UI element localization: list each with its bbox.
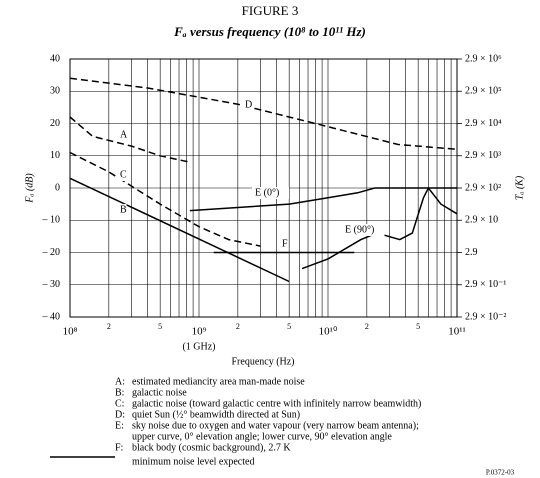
series-line: [301, 186, 458, 270]
series-line: [69, 116, 191, 163]
y-axis-label: Fₐ (dB): [24, 173, 35, 204]
curve-label-bg: [117, 169, 127, 181]
curve-label: E (0°): [255, 187, 279, 198]
x-tick-label: 5: [158, 322, 162, 331]
y-tick-label: – 10: [42, 215, 61, 226]
y2-tick-label: 2.9 × 10⁻²: [465, 311, 506, 322]
x-tick-label: 2: [107, 322, 111, 331]
note-text: black body (cosmic background), 2.7 K: [132, 442, 291, 453]
series-line: [189, 187, 457, 212]
x-tick-label: 10¹⁰: [319, 326, 338, 338]
curve-label-bg: [117, 129, 127, 141]
x-tick-label: 2: [236, 322, 240, 331]
note-key: F:: [115, 442, 123, 453]
note-key: D:: [115, 409, 125, 420]
series-line: [69, 177, 290, 283]
x-tick-label: 10⁹: [192, 326, 207, 338]
curve-label: A: [120, 129, 128, 140]
series-line: [69, 77, 458, 151]
chart-title: FIGURE 3: [242, 3, 299, 18]
note-text: galactic noise (toward galactic centre w…: [132, 398, 421, 409]
curve-label-bg: [242, 99, 252, 111]
y2-tick-label: 2.9 × 10²: [465, 182, 501, 193]
curve-label-bg: [117, 204, 127, 216]
note-text: sky noise due to oxygen and water vapour…: [132, 420, 419, 431]
y-tick-label: – 30: [42, 279, 61, 290]
y-tick-label: 20: [50, 118, 60, 129]
note-key: E:: [115, 420, 124, 431]
y-tick-label: – 20: [42, 247, 61, 258]
y2-tick-label: 2.9 × 10⁶: [465, 53, 502, 64]
x-tick-label: 5: [416, 322, 420, 331]
series-line: [69, 151, 261, 247]
note-text: estimated mediancity area man-made noise: [132, 376, 305, 387]
curve-label-bg: [252, 187, 289, 199]
x-tick-label: 5: [287, 322, 291, 331]
y2-tick-label: 2.9 × 10⁻¹: [465, 279, 506, 290]
x-axis-label: Frequency (Hz): [231, 356, 294, 367]
curve-label: D: [245, 99, 252, 110]
note-text: upper curve, 0° elevation angle; lower c…: [132, 431, 392, 442]
y-tick-label: 40: [50, 53, 60, 64]
x-tick-label: 2: [365, 322, 369, 331]
y-tick-label: – 40: [42, 311, 61, 322]
note-text: galactic noise: [132, 387, 187, 398]
curve-label: C: [120, 169, 127, 180]
curve-label-bg: [342, 224, 385, 236]
y-tick-label: 0: [55, 182, 60, 193]
y2-tick-label: 2.9 × 10: [465, 215, 498, 226]
x-tick-label: 10¹¹: [448, 326, 466, 338]
x-annotation: (1 GHz): [182, 341, 215, 352]
chart-subtitle: Fₐ versus frequency (10⁸ to 10¹¹ Hz): [173, 24, 366, 39]
y-tick-label: 30: [50, 86, 60, 97]
curve-label: F: [282, 238, 288, 249]
y2-tick-label: 2.9 × 10⁵: [465, 86, 502, 97]
y-tick-label: 10: [50, 150, 60, 161]
note-key: A:: [115, 376, 125, 387]
y2-axis-label: Tₐ (K): [514, 175, 525, 200]
curve-label: E (90°): [345, 224, 374, 235]
y2-tick-label: 2.9 × 10³: [465, 150, 501, 161]
y2-tick-label: 2.9 × 10⁴: [465, 118, 502, 129]
note-text: minimum noise level expected: [132, 456, 254, 467]
y2-tick-label: 2.9: [465, 247, 478, 258]
x-tick-label: 10⁸: [63, 326, 78, 338]
note-text: quiet Sun (½° beamwidth directed at Sun): [132, 409, 300, 420]
curve-label: B: [120, 204, 127, 215]
figure-code: P.0372-03: [486, 469, 515, 477]
note-key: B:: [115, 387, 124, 398]
curve-label-bg: [279, 238, 289, 250]
note-key: C:: [115, 398, 124, 409]
